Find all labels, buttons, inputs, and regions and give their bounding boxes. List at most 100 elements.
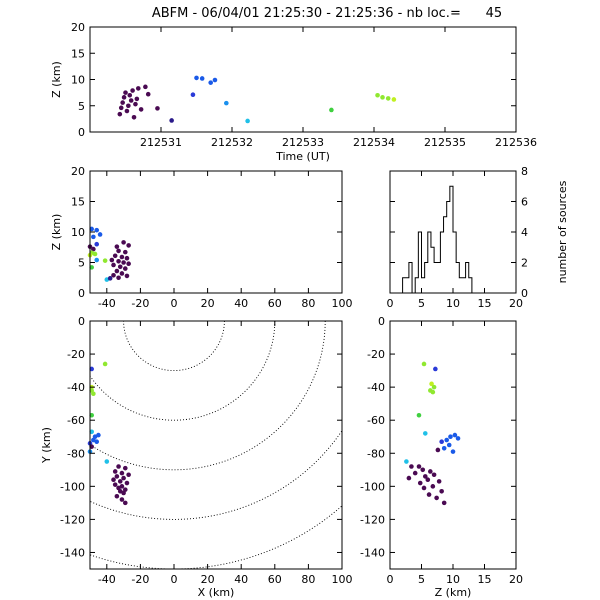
data-point <box>429 381 434 387</box>
y-tick-label: -80 <box>367 447 385 460</box>
data-point <box>116 248 121 254</box>
y-tick-label: 0 <box>78 126 85 139</box>
data-point <box>121 240 126 245</box>
data-point <box>91 246 96 252</box>
x-tick-label: 20 <box>509 297 523 310</box>
data-point <box>119 470 125 476</box>
data-point <box>112 253 118 259</box>
x-tick-label: 100 <box>332 297 353 310</box>
x-tick-label: 212535 <box>424 136 466 149</box>
data-point <box>121 490 126 496</box>
data-point <box>97 232 103 237</box>
x-tick-label: 40 <box>234 573 248 586</box>
y-tick-label: 8 <box>521 165 528 178</box>
x-tick-label: 100 <box>332 573 353 586</box>
y-tick-label: 10 <box>71 74 85 87</box>
data-point <box>329 107 334 113</box>
x-tick-label: -20 <box>131 297 149 310</box>
data-point <box>391 97 397 102</box>
data-point <box>112 469 118 474</box>
y-tick-label: -80 <box>67 447 85 460</box>
x-tick-label: 80 <box>301 573 315 586</box>
data-point <box>121 95 127 100</box>
data-point <box>102 361 108 367</box>
x-tick-label: 212534 <box>353 136 395 149</box>
data-point <box>441 446 447 451</box>
data-point <box>94 241 100 247</box>
data-point <box>169 118 174 123</box>
plot-frame <box>89 26 517 133</box>
data-point <box>426 492 432 497</box>
panel-time-height: 212531 212532 212533 212534 212535 212536 0 5 10… <box>50 21 537 163</box>
x-axis-label: Z (km) <box>435 586 472 599</box>
data-point <box>121 260 126 265</box>
data-point <box>116 275 121 281</box>
data-point <box>441 500 447 506</box>
data-point <box>117 111 123 117</box>
data-point <box>112 482 118 487</box>
data-point <box>416 464 422 469</box>
x-tick-label: -40 <box>98 573 116 586</box>
data-point <box>114 493 120 499</box>
data-point <box>94 257 100 263</box>
data-point <box>444 437 450 443</box>
data-point <box>224 100 229 106</box>
data-point <box>126 243 131 248</box>
y-tick-label: -20 <box>67 348 85 361</box>
data-point <box>120 100 125 105</box>
data-point <box>111 273 116 278</box>
y-tick-label: 10 <box>71 226 85 239</box>
x-tick-label: -20 <box>131 573 149 586</box>
x-tick-label: 10 <box>446 573 460 586</box>
data-point <box>435 447 441 453</box>
y-tick-label: -140 <box>60 546 85 559</box>
y-axis-label: Y (km) <box>40 427 53 464</box>
plot-frame <box>89 320 343 570</box>
data-point <box>194 75 199 81</box>
data-point <box>111 262 116 268</box>
data-point <box>135 86 141 91</box>
points-time-height <box>117 75 397 124</box>
data-point <box>124 480 130 486</box>
y-tick-label: 20 <box>71 21 85 34</box>
data-point <box>91 391 96 397</box>
data-point <box>436 479 442 484</box>
range-ring <box>90 321 276 421</box>
data-point <box>92 251 98 257</box>
data-point <box>122 266 128 271</box>
x-tick-label: 5 <box>418 297 425 310</box>
data-point <box>430 484 436 489</box>
data-point <box>102 258 108 263</box>
data-point <box>118 105 124 111</box>
data-point <box>126 103 131 109</box>
data-point <box>94 227 100 233</box>
y-tick-label: 0 <box>78 287 85 300</box>
data-point <box>121 475 126 481</box>
y-tick-label: 4 <box>521 226 528 239</box>
data-point <box>89 226 94 232</box>
y-axis-label: Z (km) <box>50 214 63 251</box>
panel-x-height: -40 -20 0 20 40 60 80 100 0 5 10 15 20 Z (km) <box>50 165 353 310</box>
data-point <box>446 442 452 448</box>
data-point <box>417 480 423 486</box>
data-point <box>375 92 380 98</box>
data-point <box>116 464 121 469</box>
data-point <box>450 449 456 454</box>
x-tick-label: 10 <box>446 297 460 310</box>
data-point <box>431 472 437 478</box>
data-point <box>119 254 125 260</box>
data-point <box>428 469 433 474</box>
data-point <box>208 80 213 85</box>
y-tick-label: 5 <box>78 100 85 113</box>
x-tick-label: 212531 <box>140 136 182 149</box>
data-point <box>212 77 218 83</box>
data-point <box>122 465 128 471</box>
data-point <box>89 412 94 418</box>
data-point <box>89 429 94 435</box>
y-tick-label: -140 <box>360 546 385 559</box>
y-axis-label: number of sources <box>556 180 569 283</box>
data-point <box>416 412 422 418</box>
y-tick-label: 0 <box>521 287 528 300</box>
data-point <box>124 108 130 114</box>
